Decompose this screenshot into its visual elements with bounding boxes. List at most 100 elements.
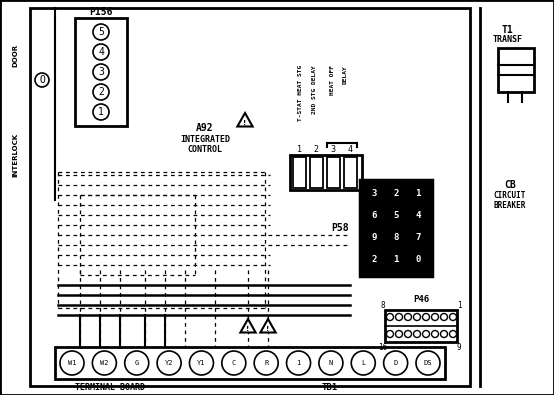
Circle shape [416,351,440,375]
Circle shape [366,208,382,224]
Circle shape [423,331,429,337]
Text: TERMINAL BOARD: TERMINAL BOARD [75,382,145,391]
Circle shape [93,64,109,80]
Text: 6: 6 [371,211,377,220]
Circle shape [449,314,456,320]
Text: TB1: TB1 [322,382,338,391]
Text: CIRCUIT: CIRCUIT [494,192,526,201]
Text: INTEGRATED: INTEGRATED [180,135,230,145]
Circle shape [222,351,246,375]
Circle shape [410,208,426,224]
Circle shape [319,351,343,375]
Circle shape [440,331,448,337]
Text: 1: 1 [296,360,301,366]
Polygon shape [240,319,255,333]
Text: 4: 4 [416,211,420,220]
Circle shape [93,351,116,375]
Circle shape [413,331,420,337]
Circle shape [440,314,448,320]
Circle shape [351,351,375,375]
Bar [327,157,340,188]
Circle shape [396,331,403,337]
Circle shape [366,230,382,246]
Text: 2: 2 [314,145,319,154]
Text: 4: 4 [98,47,104,57]
Circle shape [388,186,404,202]
Text: 2: 2 [98,87,104,97]
Text: 7: 7 [416,233,420,243]
Text: T1: T1 [502,25,514,35]
Circle shape [387,314,393,320]
Circle shape [387,331,393,337]
Polygon shape [237,113,253,126]
Text: !: ! [266,326,270,332]
Circle shape [93,24,109,40]
Circle shape [93,104,109,120]
Bar [310,157,323,188]
Circle shape [410,186,426,202]
Circle shape [189,351,213,375]
Text: W2: W2 [100,360,109,366]
Text: 1: 1 [456,301,461,310]
Text: BREAKER: BREAKER [494,201,526,211]
Circle shape [388,208,404,224]
Text: G: G [135,360,139,366]
Text: TRANSF: TRANSF [493,36,523,45]
Text: 1: 1 [416,190,420,199]
Text: CONTROL: CONTROL [187,145,223,154]
Bar [498,48,534,92]
Text: O: O [39,75,45,85]
Bar [360,180,432,276]
Bar [55,347,445,379]
Circle shape [125,351,148,375]
Circle shape [410,230,426,246]
Text: W1: W1 [68,360,76,366]
Circle shape [35,73,49,87]
Text: 16: 16 [378,342,388,352]
Text: 9: 9 [371,233,377,243]
Text: !: ! [247,326,250,332]
Text: P46: P46 [413,295,429,305]
Text: 5: 5 [98,27,104,37]
Text: N: N [329,360,333,366]
Circle shape [388,252,404,268]
Text: 1: 1 [393,256,399,265]
Text: DOOR: DOOR [12,43,18,67]
Circle shape [93,84,109,100]
Text: 8: 8 [393,233,399,243]
Circle shape [413,314,420,320]
Bar [75,18,127,126]
Text: 8: 8 [381,301,386,310]
Circle shape [410,252,426,268]
Text: 1: 1 [98,107,104,117]
Bar [385,310,457,342]
Circle shape [432,314,439,320]
Circle shape [449,331,456,337]
Circle shape [432,331,439,337]
Circle shape [366,186,382,202]
Text: 3: 3 [371,190,377,199]
Text: R: R [264,360,268,366]
Text: 4: 4 [347,145,352,154]
Text: DS: DS [424,360,432,366]
Text: 2: 2 [371,256,377,265]
Text: Y2: Y2 [165,360,173,366]
Circle shape [388,230,404,246]
Circle shape [404,314,412,320]
Text: T-STAT HEAT STG: T-STAT HEAT STG [297,65,302,121]
Circle shape [93,44,109,60]
Text: L: L [361,360,366,366]
Text: A92: A92 [196,123,214,133]
Text: 1: 1 [296,145,301,154]
Text: !: ! [243,120,247,126]
Circle shape [423,314,429,320]
Circle shape [404,331,412,337]
Polygon shape [260,319,276,333]
Text: CB: CB [504,180,516,190]
Text: 2: 2 [393,190,399,199]
Text: DELAY: DELAY [342,65,347,84]
Text: INTERLOCK: INTERLOCK [12,133,18,177]
Bar [293,157,306,188]
Circle shape [286,351,311,375]
Text: 3: 3 [331,145,336,154]
